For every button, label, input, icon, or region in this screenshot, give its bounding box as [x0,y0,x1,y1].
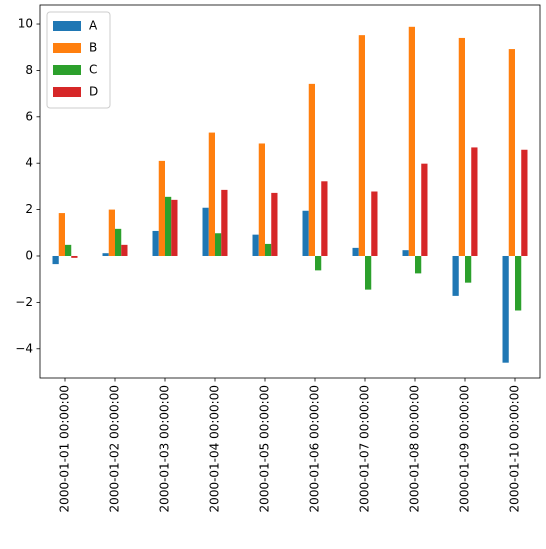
bar [352,247,359,256]
bar [471,147,478,256]
y-tick-label: 6 [25,109,33,123]
legend-swatch [53,43,81,53]
bar [365,255,372,290]
x-tick-label: 2000-01-02 00:00:00 [108,385,122,512]
bar [208,132,215,256]
legend-swatch [53,87,81,97]
bar [171,199,178,256]
bar [165,196,172,256]
x-tick-label: 2000-01-09 00:00:00 [458,385,472,512]
legend-swatch [53,65,81,75]
bar [252,234,259,256]
x-tick-label: 2000-01-06 00:00:00 [308,385,322,512]
bar [302,210,309,256]
x-tick-label: 2000-01-01 00:00:00 [58,385,72,512]
bar [452,255,459,296]
bar [115,228,122,256]
bar [215,233,222,256]
y-tick-label: 8 [25,63,33,77]
bar [108,209,115,256]
x-tick-label: 2000-01-05 00:00:00 [258,385,272,512]
bar [315,255,322,271]
x-tick-label: 2000-01-04 00:00:00 [208,385,222,512]
bar [421,163,428,256]
bar [52,255,59,265]
legend-box [46,11,111,109]
bar [308,83,315,256]
bar [271,192,278,256]
bar [502,255,509,363]
bar [258,143,265,256]
x-tick-label: 2000-01-03 00:00:00 [158,385,172,512]
legend-label: A [89,19,98,33]
bar [358,35,365,256]
y-tick-label: 2 [25,202,33,216]
legend-label: C [89,63,97,77]
legend-swatch [53,21,81,31]
bar [121,244,128,256]
bar [65,244,72,256]
y-tick-label: 4 [25,156,33,170]
bar [465,255,472,283]
bar [408,26,415,256]
bar [321,181,328,256]
x-tick-label: 2000-01-08 00:00:00 [408,385,422,512]
y-tick-label: −4 [15,341,33,355]
bar [152,230,159,256]
bar [102,253,109,256]
y-tick-label: 0 [25,248,33,262]
x-tick-label: 2000-01-10 00:00:00 [508,385,522,512]
bar [415,255,422,274]
x-tick-label: 2000-01-07 00:00:00 [358,385,372,512]
bar [458,37,465,256]
bar [515,255,522,311]
bar [71,255,78,258]
bar [402,250,409,256]
legend-label: B [89,41,97,55]
axes-frame [39,4,541,379]
y-tick-label: 10 [18,17,33,31]
bar [521,149,528,256]
bar [58,213,65,256]
bar [265,243,272,256]
y-tick-label: −2 [15,295,33,309]
bar [508,49,515,256]
bar [221,189,228,256]
bar [158,160,165,256]
bar [202,207,209,256]
bar [371,191,378,256]
legend-label: D [89,85,98,99]
